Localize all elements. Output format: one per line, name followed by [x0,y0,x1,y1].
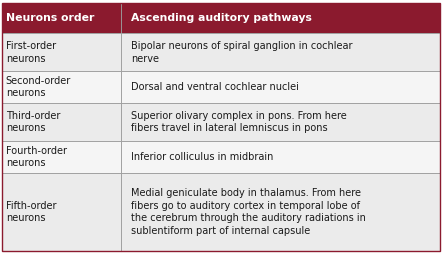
Text: Dorsal and ventral cochlear nuclei: Dorsal and ventral cochlear nuclei [131,82,299,92]
Text: Ascending auditory pathways: Ascending auditory pathways [131,13,312,23]
Text: Fifth-order
neurons: Fifth-order neurons [6,201,56,224]
Bar [2,3,121,33]
Text: Neurons order: Neurons order [6,13,94,23]
Text: Inferior colliculus in midbrain: Inferior colliculus in midbrain [131,152,273,162]
Bar [121,3,440,33]
Text: Bipolar neurons of spiral ganglion in cochlear
nerve: Bipolar neurons of spiral ganglion in co… [131,41,352,64]
Bar [121,141,440,173]
Text: Superior olivary complex in pons. From here
fibers travel in lateral lemniscus i: Superior olivary complex in pons. From h… [131,111,347,133]
Text: Medial geniculate body in thalamus. From here
fibers go to auditory cortex in te: Medial geniculate body in thalamus. From… [131,188,366,236]
Text: Second-order
neurons: Second-order neurons [6,76,71,99]
Bar [121,71,440,103]
Bar [2,33,121,71]
Text: Fourth-order
neurons: Fourth-order neurons [6,146,67,168]
Bar [121,173,440,251]
Bar [2,71,121,103]
Bar [2,141,121,173]
Bar [2,173,121,251]
Text: Third-order
neurons: Third-order neurons [6,111,60,133]
Bar [2,103,121,141]
Bar [121,33,440,71]
Bar [121,103,440,141]
Text: First-order
neurons: First-order neurons [6,41,56,64]
